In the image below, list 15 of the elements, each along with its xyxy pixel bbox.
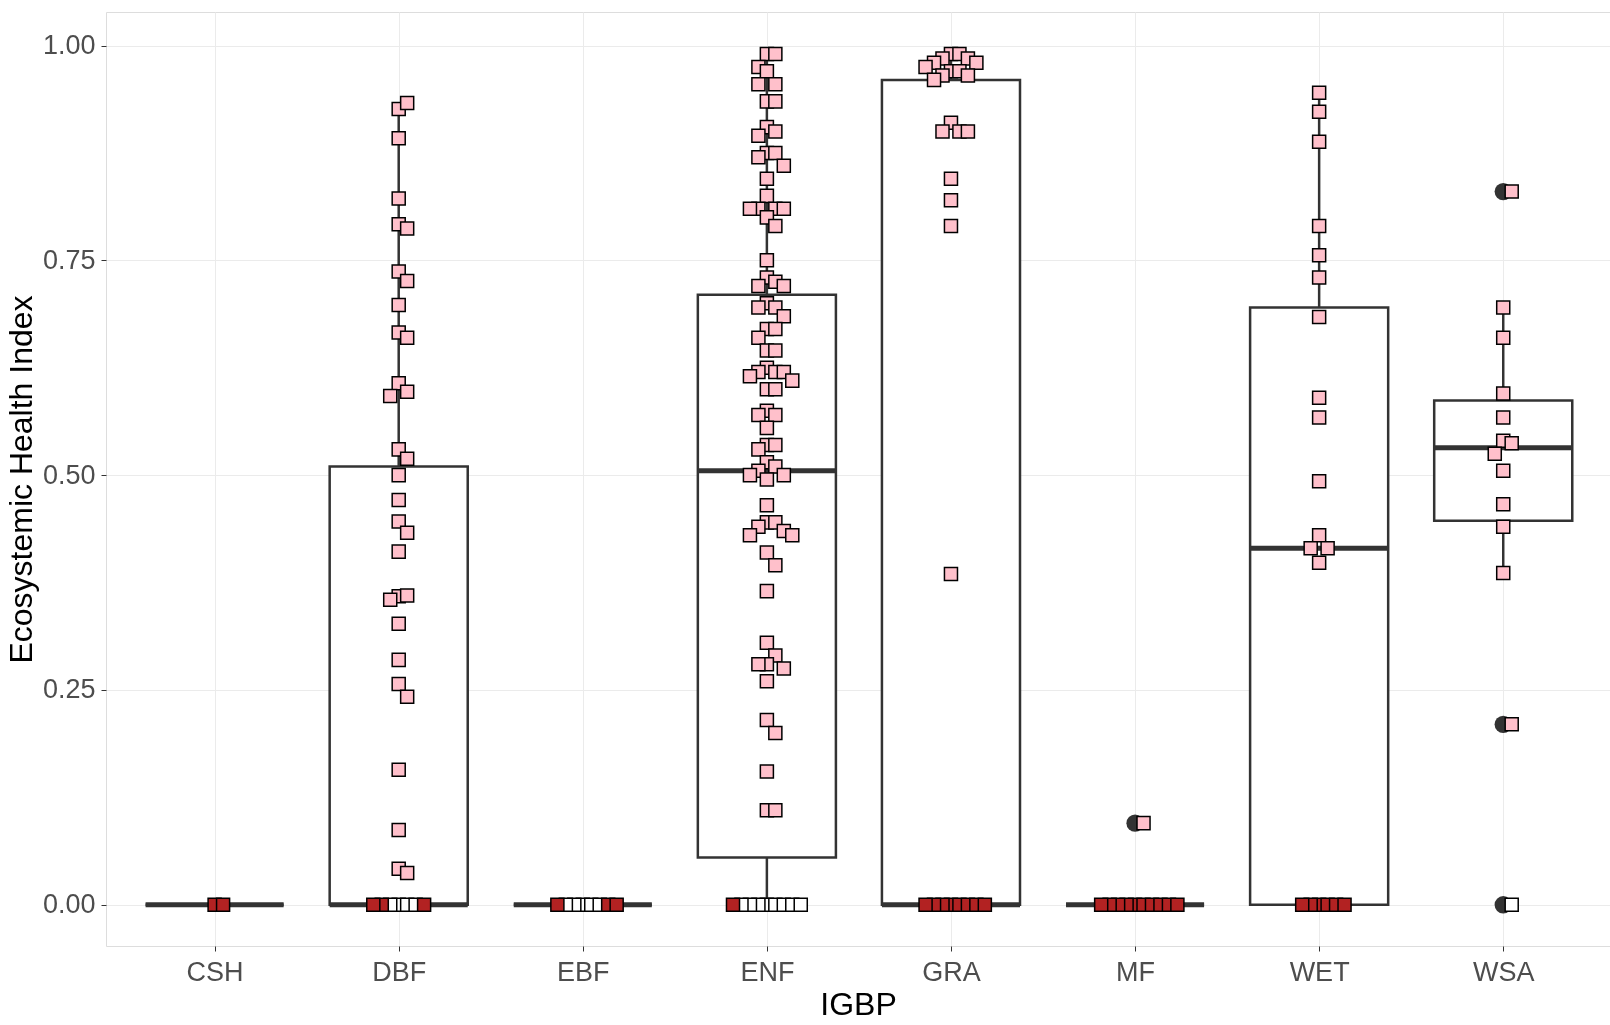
- y-axis-title: Ecosystemic Health Index: [2, 295, 39, 664]
- y-tick-label: 0.50: [42, 459, 96, 490]
- y-tick-label: 0.00: [42, 889, 96, 920]
- x-tick-label: WET: [1289, 956, 1350, 987]
- x-tick-label: GRA: [922, 956, 981, 987]
- x-tick-label: EBF: [557, 956, 610, 987]
- x-tick-label: MF: [1116, 956, 1156, 987]
- x-axis-title: IGBP: [820, 985, 897, 1022]
- y-tick-label: 0.25: [42, 674, 96, 705]
- y-tick-label: 1.00: [42, 30, 96, 61]
- x-tick-label: ENF: [740, 956, 795, 987]
- y-tick-label: 0.75: [42, 244, 96, 275]
- x-tick-label: WSA: [1472, 956, 1535, 987]
- x-tick-label: CSH: [186, 956, 244, 987]
- x-tick-label: DBF: [372, 956, 427, 987]
